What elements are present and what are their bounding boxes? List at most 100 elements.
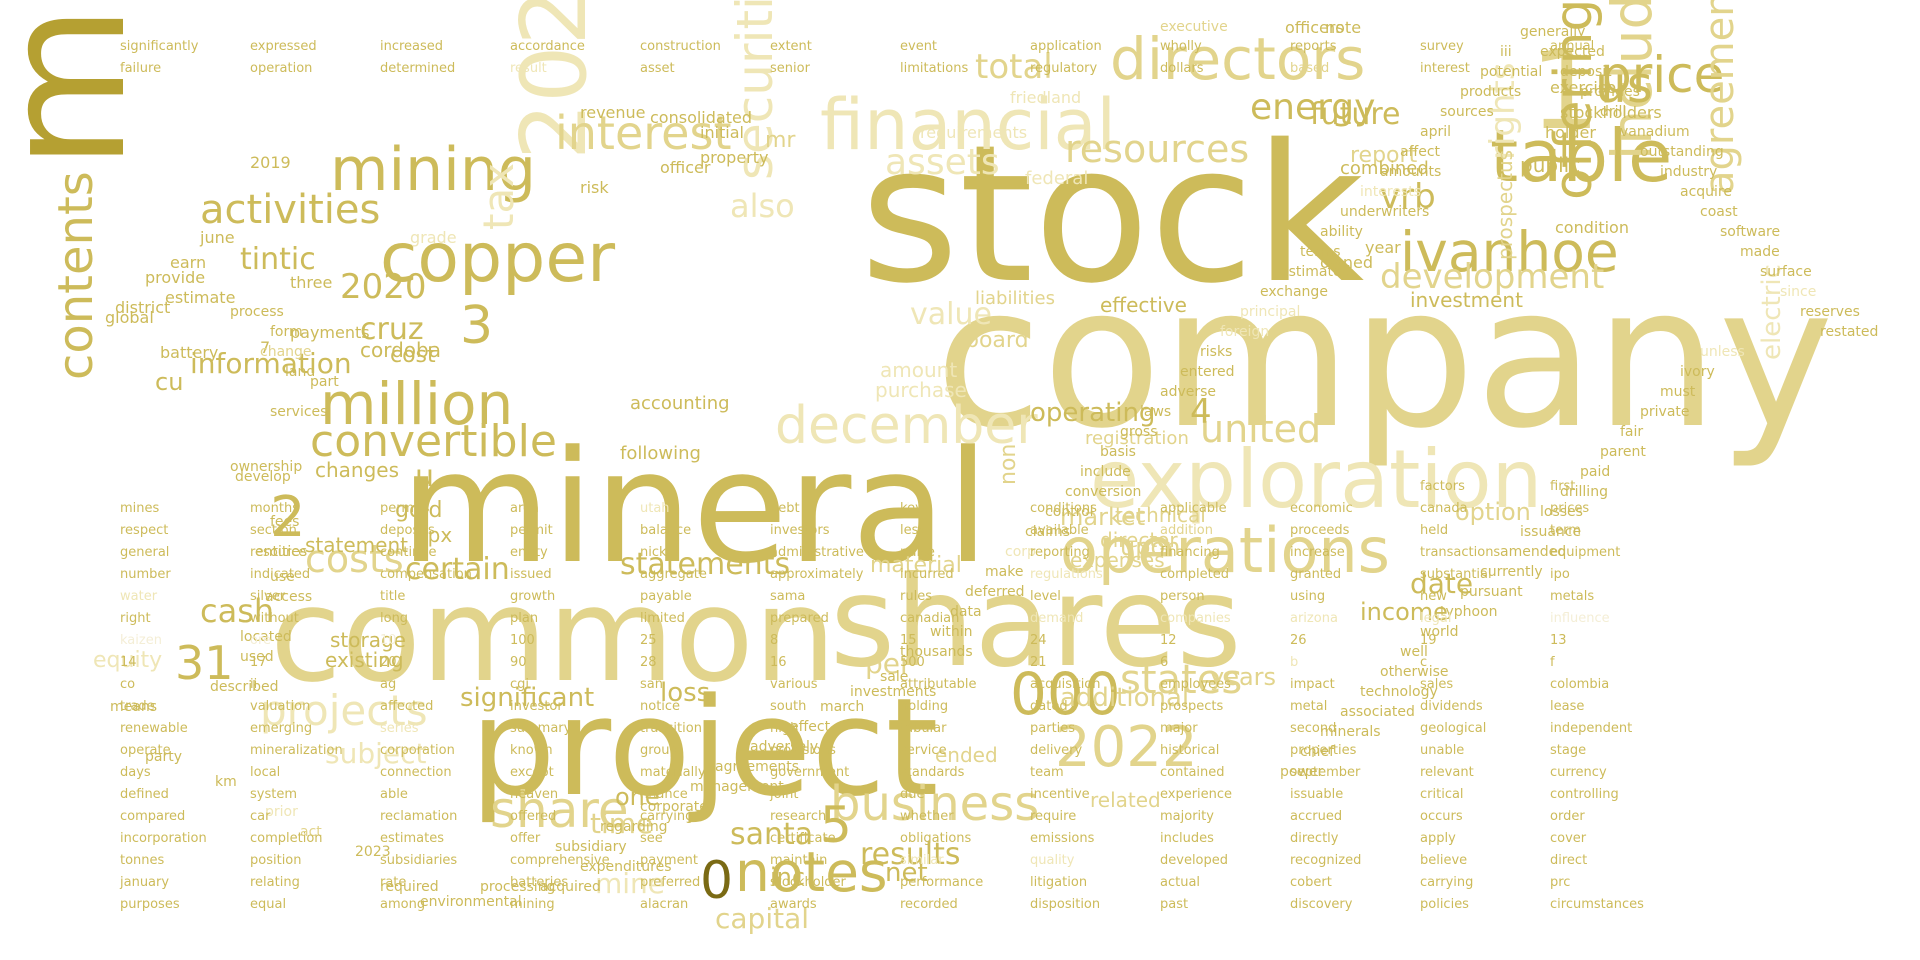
cloud-word: continue [380, 545, 437, 560]
cloud-word: grade [410, 228, 457, 247]
cloud-word: litigation [1030, 875, 1088, 890]
cloud-word: person [1160, 589, 1205, 604]
cloud-word: form [270, 324, 303, 340]
cloud-word: shares [830, 550, 1242, 695]
cloud-word: 100 [510, 633, 535, 648]
cloud-word: purchase [875, 378, 967, 402]
cloud-word: employees [1160, 677, 1231, 692]
cloud-word: power [1280, 764, 1324, 780]
cloud-word: initial [700, 123, 744, 142]
cloud-word: debt [770, 501, 800, 516]
cloud-word: approximately [770, 567, 864, 582]
cloud-word: 3 [460, 296, 494, 356]
cloud-word: available [1030, 523, 1089, 538]
cloud-word: extent [770, 39, 812, 54]
cloud-word: 10 [380, 633, 397, 648]
cloud-word: group [640, 743, 678, 758]
cloud-word: preferred [640, 875, 701, 890]
cloud-word: chief [1300, 744, 1335, 760]
cloud-word: estimates [380, 831, 444, 846]
cloud-word: construction [640, 39, 721, 54]
cloud-word: generally [1520, 24, 1586, 40]
cloud-word: significantly [120, 39, 199, 54]
cloud-word: currency [1550, 765, 1607, 780]
cloud-word: subsidiaries [380, 853, 458, 868]
cloud-word: effect [790, 719, 831, 735]
cloud-word: transactions [1420, 545, 1501, 560]
cloud-word: 17 [250, 655, 267, 670]
cloud-word: cu [155, 368, 184, 396]
cloud-word: resource [250, 545, 307, 560]
cloud-word: dividends [1420, 699, 1483, 714]
cloud-word: otherwise [1380, 664, 1449, 680]
cloud-word: project [470, 669, 939, 826]
cloud-word: directly [1290, 831, 1339, 846]
cloud-word: district [115, 298, 171, 317]
cloud-word: santa [730, 817, 814, 852]
cloud-word: cost [390, 343, 436, 368]
cloud-word: private [1640, 404, 1690, 420]
cloud-word: past [1160, 897, 1189, 912]
cloud-word: loss [660, 678, 711, 708]
cloud-word: materially [640, 765, 706, 780]
cloud-word: proceeds [1290, 523, 1350, 538]
cloud-word: sources [1440, 104, 1494, 120]
cloud-word: stockholder [770, 875, 846, 890]
cloud-word: rate [380, 875, 407, 890]
cloud-word: contained [1160, 765, 1225, 780]
cloud-word: typhoon [1440, 604, 1498, 620]
cloud-word: control [1045, 504, 1094, 520]
cloud-word: 2020 [340, 267, 427, 307]
cloud-word: u [415, 459, 435, 494]
cloud-word: unless [1700, 344, 1745, 360]
cloud-word: mr [765, 128, 796, 153]
cloud-word: iii [1500, 44, 1512, 60]
cloud-word: income [1360, 598, 1448, 626]
cloud-word: respect [120, 523, 169, 538]
cloud-word: foreign [1220, 324, 1270, 340]
cloud-word: 2022 [1055, 715, 1198, 780]
cloud-word: accounting [630, 393, 730, 414]
cloud-word: reserves [1800, 304, 1860, 320]
cloud-word: quality [1030, 853, 1075, 868]
cloud-word: without [250, 611, 299, 626]
cloud-word: also [730, 187, 795, 225]
cloud-word: basis [1100, 444, 1136, 460]
cloud-word: second [1290, 721, 1337, 736]
cloud-word: carrying [1420, 875, 1474, 890]
cloud-word: 2 [270, 485, 306, 550]
cloud-word: disposition [1030, 897, 1101, 912]
cloud-word: financial [820, 84, 1116, 166]
cloud-word: corporate [640, 799, 708, 815]
cloud-word: increased [380, 39, 444, 54]
cloud-word: corp [1005, 544, 1036, 560]
cloud-word: alacran [640, 897, 689, 912]
cloud-word: f [1550, 655, 1555, 670]
cloud-word: mining [330, 135, 536, 205]
cloud-word: recorded [900, 897, 958, 912]
cloud-word: public [1520, 153, 1581, 177]
cloud-word: km [215, 774, 237, 790]
cloud-word: adversely [750, 739, 819, 755]
cloud-word: mineral [400, 417, 990, 598]
cloud-word: since [1780, 284, 1817, 300]
cloud-word: share [490, 781, 629, 839]
cloud-word: sales [1420, 677, 1454, 692]
cloud-word: one [615, 783, 660, 811]
cloud-word: september [1290, 765, 1361, 780]
cloud-word: lease [1550, 699, 1585, 714]
cloud-word: must [1660, 384, 1696, 400]
cloud-word: june [200, 228, 235, 247]
cloud-word: thousands [900, 644, 973, 660]
cloud-word: able [380, 787, 408, 802]
cloud-word: ownership [230, 459, 303, 475]
cloud-word: director [1100, 528, 1178, 552]
cloud-word: result [510, 61, 547, 76]
cloud-word: outstanding [1640, 144, 1724, 160]
cloud-word: relevant [1420, 765, 1474, 780]
cloud-word: 2023 [355, 844, 391, 860]
cloud-word: legal [1420, 611, 1452, 626]
cloud-word: completion [250, 831, 323, 846]
cloud-word: property [700, 148, 769, 167]
cloud-word: indicated [250, 567, 311, 582]
